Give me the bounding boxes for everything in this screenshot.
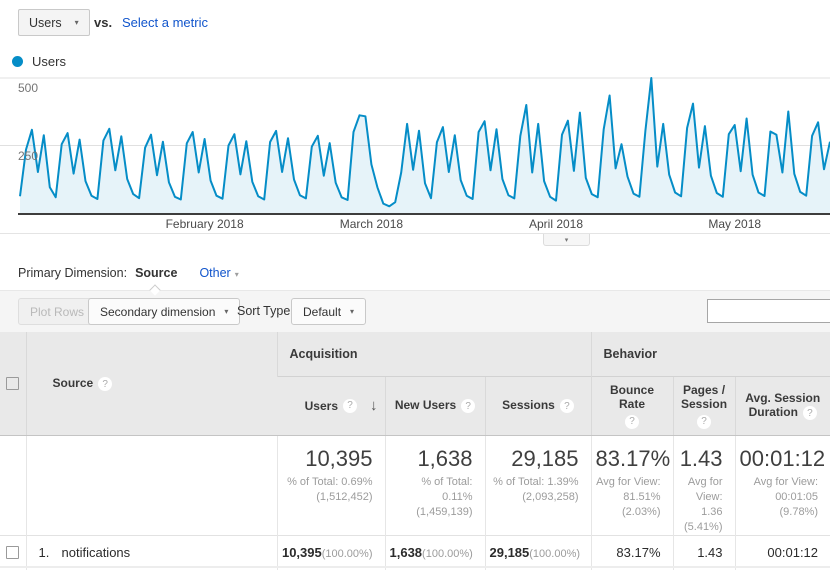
chevron-down-icon: ▾ (74, 17, 79, 27)
help-icon[interactable]: ? (343, 398, 357, 413)
help-icon[interactable]: ? (461, 399, 476, 414)
select-a-metric-link[interactable]: Select a metric (122, 15, 208, 30)
pages-session-header-label: Pages / Session (681, 382, 728, 411)
column-header-sessions[interactable]: Sessions? (484, 375, 592, 436)
group-header-acquisition: Acquisition (276, 332, 592, 376)
users-over-time-chart: 250 500 February 2018 March 2018 April 2018 M… (0, 0, 830, 233)
totals-summary-row: 10,395 % of Total: 0.69% (1,512,452) 1,63… (0, 435, 830, 535)
sort-descending-icon[interactable]: ↓ (370, 397, 378, 414)
primary-dimension-source-tab[interactable]: Source (135, 266, 178, 280)
column-header-users[interactable]: Users? ↓ (277, 375, 385, 436)
source-header-label: Source (52, 375, 94, 390)
chart-bottom-divider (0, 233, 830, 234)
avg-duration-avg: 00:01:12 (739, 445, 826, 471)
primary-dimension-bar: Primary Dimension: Source Other ▾ (18, 266, 239, 280)
new-users-total: 1,638 (417, 445, 473, 471)
row-source-name[interactable]: notifications (61, 545, 131, 561)
column-header-source[interactable]: Source? (25, 332, 277, 436)
select-all-checkbox[interactable] (6, 376, 20, 390)
secondary-dimension-dropdown[interactable]: Secondary dimension ▾ (88, 298, 241, 325)
sessions-header-label: Sessions (502, 397, 555, 412)
row-sessions-cell: 29,185(100.00%) (484, 534, 592, 570)
row-users-cell: 10,395(100.00%) (276, 534, 385, 570)
row-index: 1. (38, 545, 50, 561)
sort-type-value: Default (303, 304, 342, 319)
row-avg-duration-cell: 00:01:12 (734, 534, 830, 570)
y-axis-tick-label: 500 (18, 81, 39, 95)
other-label: Other (199, 266, 231, 280)
primary-dimension-other-menu[interactable]: Other ▾ (199, 266, 238, 280)
table-toolbar: Plot Rows Secondary dimension ▾ Sort Typ… (0, 290, 830, 332)
help-icon[interactable]: ? (697, 414, 712, 429)
users-header-label: Users (304, 398, 338, 413)
help-icon[interactable]: ? (559, 399, 574, 414)
chevron-down-icon: ▾ (234, 270, 239, 279)
pages-session-avg-sub: Avg for View: 1.36 (5.41%) (683, 475, 723, 533)
bounce-rate-header-label: Bounce Rate (610, 382, 655, 411)
chevron-down-icon: ▾ (224, 306, 229, 316)
row-source-cell: 1. notifications (25, 534, 277, 570)
avg-duration-header-label: Avg. Session Duration (745, 390, 821, 419)
chevron-down-icon: ▾ (350, 306, 355, 316)
vs-label: vs. (94, 15, 113, 30)
line-chart-canvas (0, 77, 830, 215)
summary-checkbox-cell (0, 435, 26, 535)
group-header-behavior: Behavior (590, 332, 830, 376)
row-bounce-rate-cell: 83.17% (590, 534, 674, 570)
column-header-pages-session[interactable]: Pages / Session ? (672, 375, 736, 436)
summary-avg-duration: 00:01:12 Avg for View: 00:01:05 (9.78%) (734, 435, 830, 535)
chart-legend: Users (12, 54, 66, 69)
summary-source-cell (25, 435, 277, 535)
users-total: 10,395 (305, 445, 373, 471)
new-users-total-sub: % of Total: 0.11% (1,459,139) (416, 475, 473, 518)
row-new-users-cell: 1,638(100.00%) (384, 534, 485, 570)
series-color-dot-icon (12, 56, 23, 67)
plot-rows-label: Plot Rows (30, 304, 85, 319)
column-header-bounce-rate[interactable]: Bounce Rate ? (590, 375, 674, 436)
table-row[interactable]: 1. notifications 10,395(100.00%) 1,638(10… (0, 534, 830, 570)
summary-bounce-rate: 83.17% Avg for View: 81.51% (2.03%) (590, 435, 674, 535)
sessions-total-sub: % of Total: 1.39% (2,093,258) (493, 475, 579, 503)
y-axis-tick-label: 250 (18, 148, 39, 163)
summary-users: 10,395 % of Total: 0.69% (1,512,452) (276, 435, 385, 535)
row-checkbox-cell (0, 534, 26, 570)
sort-type-label: Sort Type: (237, 304, 294, 318)
bounce-rate-avg-sub: Avg for View: 81.51% (2.03%) (596, 475, 661, 518)
chevron-down-icon: ▾ (564, 236, 569, 244)
row-pages-session-cell: 1.43 (672, 534, 736, 570)
column-header-avg-session-duration[interactable]: Avg. Session Duration? (734, 375, 830, 436)
collapse-chart-button[interactable]: ▾ (543, 234, 590, 246)
row-checkbox[interactable] (6, 546, 20, 560)
summary-new-users: 1,638 % of Total: 0.11% (1,459,139) (384, 435, 485, 535)
next-row-edge (0, 566, 830, 568)
summary-sessions: 29,185 % of Total: 1.39% (2,093,258) (484, 435, 592, 535)
sources-data-table: Source? Acquisition Behavior Users? ↓ Ne… (0, 332, 830, 570)
new-users-header-label: New Users (394, 397, 457, 412)
x-axis-month-label: April 2018 (528, 217, 584, 231)
primary-dimension-label: Primary Dimension: (18, 266, 128, 280)
help-icon[interactable]: ? (625, 414, 640, 429)
select-all-checkbox-cell (0, 332, 26, 436)
summary-pages-session: 1.43 Avg for View: 1.36 (5.41%) (672, 435, 736, 535)
search-input[interactable] (707, 299, 830, 323)
x-axis-month-label: February 2018 (165, 217, 244, 231)
secondary-dimension-label: Secondary dimension (100, 304, 216, 319)
pages-session-avg: 1.43 (679, 445, 723, 471)
metric-selector-value: Users (29, 15, 62, 30)
column-header-new-users[interactable]: New Users? (384, 375, 485, 436)
legend-label: Users (32, 54, 66, 69)
x-axis-month-label: May 2018 (708, 217, 762, 231)
x-axis-month-label: March 2018 (339, 217, 404, 231)
help-icon[interactable]: ? (98, 377, 113, 391)
metric-selector-dropdown[interactable]: Users ▾ (18, 9, 90, 36)
users-total-sub: % of Total: 0.69% (1,512,452) (287, 475, 373, 503)
sort-type-dropdown[interactable]: Default ▾ (291, 298, 367, 325)
bounce-rate-avg: 83.17% (595, 445, 671, 471)
sessions-total: 29,185 (511, 445, 579, 471)
plot-rows-button[interactable]: Plot Rows (18, 298, 97, 325)
avg-duration-avg-sub: Avg for View: 00:01:05 (9.78%) (753, 475, 819, 518)
help-icon[interactable]: ? (802, 406, 817, 421)
